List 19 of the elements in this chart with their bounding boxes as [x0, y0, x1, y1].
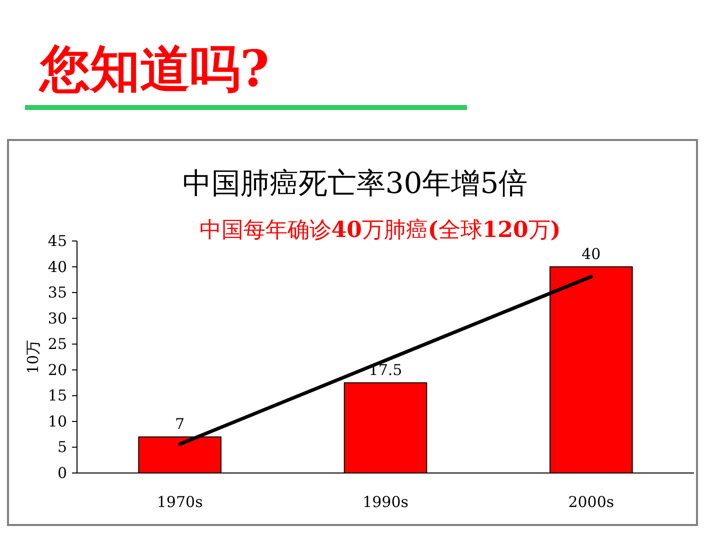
y-tick-label: 45 — [48, 232, 67, 250]
x-tick-label: 1970s — [156, 493, 203, 511]
chart-subtitle: 中国每年确诊40万肺癌(全球120万) — [199, 217, 561, 243]
y-tick-label: 15 — [48, 386, 67, 405]
x-tick-label: 1990s — [362, 493, 408, 511]
chart-title: 中国肺癌死亡率30年增5倍 — [182, 166, 528, 200]
data-label: 40 — [582, 244, 601, 263]
y-tick-label: 20 — [48, 360, 67, 379]
y-tick-label: 30 — [48, 309, 67, 328]
y-tick-label: 40 — [48, 258, 67, 276]
x-tick-label: 2000s — [568, 493, 614, 511]
y-tick-label: 5 — [57, 438, 67, 456]
data-label: 7 — [175, 414, 185, 433]
y-tick-label: 10 — [48, 412, 67, 430]
y-tick-label: 25 — [48, 335, 67, 354]
text: 您知道吗? — [38, 39, 270, 98]
y-tick-label: 0 — [57, 464, 67, 482]
y-tick-label: 35 — [48, 284, 67, 302]
y-axis-title: 10万 — [24, 340, 42, 374]
